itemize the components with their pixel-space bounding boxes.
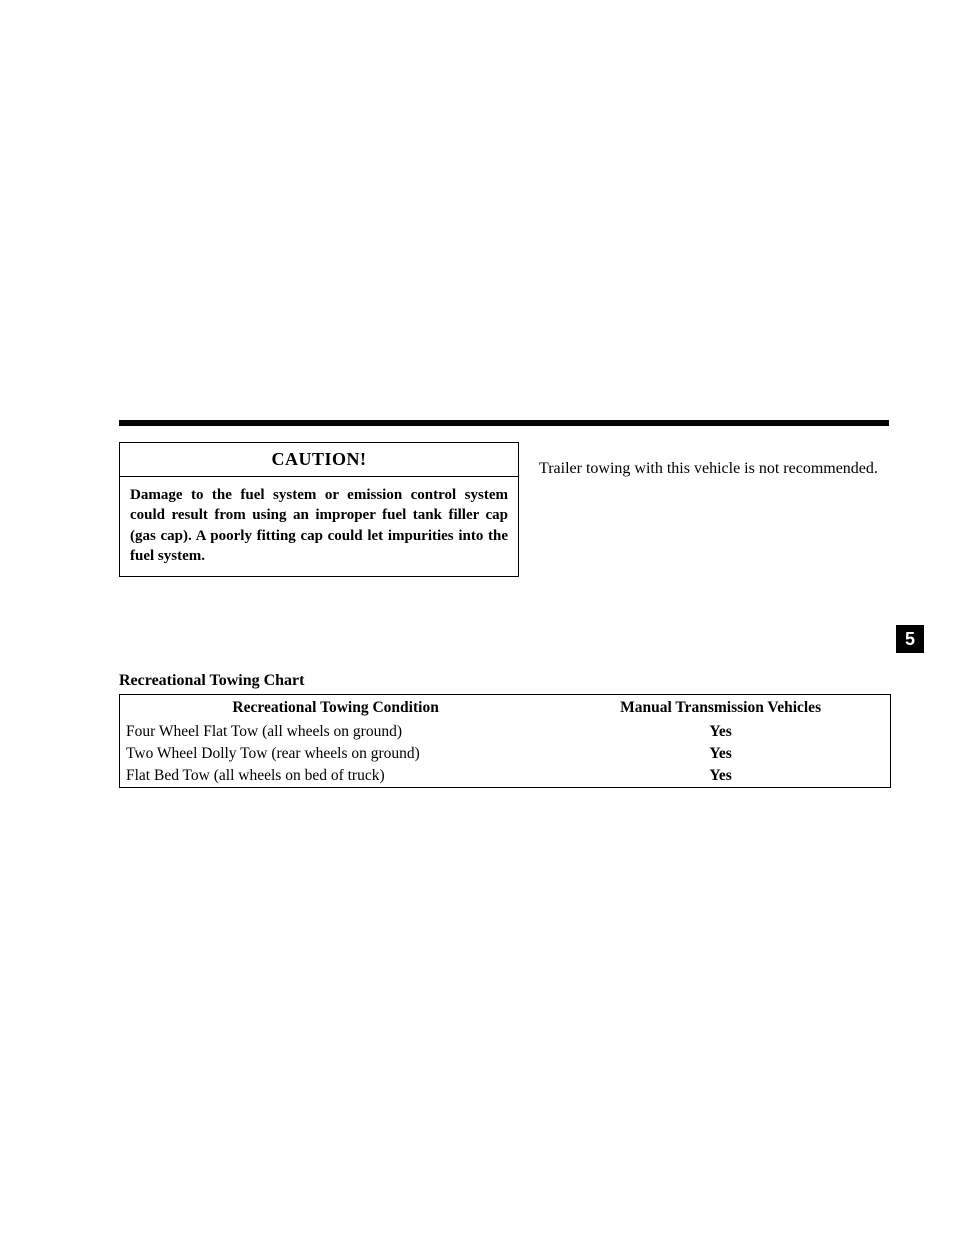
- table-header-manual: Manual Transmission Vehicles: [551, 695, 890, 722]
- table-row: Two Wheel Dolly Tow (rear wheels on grou…: [120, 743, 891, 765]
- trailer-towing-note: Trailer towing with this vehicle is not …: [539, 458, 891, 480]
- caution-body: Damage to the fuel system or emission co…: [120, 477, 518, 576]
- left-column: CAUTION! Damage to the fuel system or em…: [119, 442, 519, 577]
- caution-header: CAUTION!: [120, 443, 518, 477]
- table-row: Flat Bed Tow (all wheels on bed of truck…: [120, 765, 891, 788]
- table-cell-condition: Flat Bed Tow (all wheels on bed of truck…: [120, 765, 552, 788]
- section-number: 5: [905, 629, 915, 650]
- table-cell-condition: Two Wheel Dolly Tow (rear wheels on grou…: [120, 743, 552, 765]
- chart-title: Recreational Towing Chart: [119, 672, 891, 690]
- caution-box: CAUTION! Damage to the fuel system or em…: [119, 442, 519, 577]
- two-column-layout: CAUTION! Damage to the fuel system or em…: [119, 442, 891, 577]
- table-cell-value: Yes: [551, 765, 890, 788]
- towing-chart-section: Recreational Towing Chart Recreational T…: [119, 672, 891, 788]
- table-cell-value: Yes: [551, 721, 890, 743]
- right-column: Trailer towing with this vehicle is not …: [539, 442, 891, 577]
- page-content: CAUTION! Damage to the fuel system or em…: [119, 420, 891, 788]
- table-cell-value: Yes: [551, 743, 890, 765]
- table-row: Four Wheel Flat Tow (all wheels on groun…: [120, 721, 891, 743]
- table-header-row: Recreational Towing Condition Manual Tra…: [120, 695, 891, 722]
- table-header-condition: Recreational Towing Condition: [120, 695, 552, 722]
- table-cell-condition: Four Wheel Flat Tow (all wheels on groun…: [120, 721, 552, 743]
- towing-table: Recreational Towing Condition Manual Tra…: [119, 694, 891, 788]
- horizontal-rule: [119, 420, 889, 426]
- section-number-tab: 5: [896, 625, 924, 653]
